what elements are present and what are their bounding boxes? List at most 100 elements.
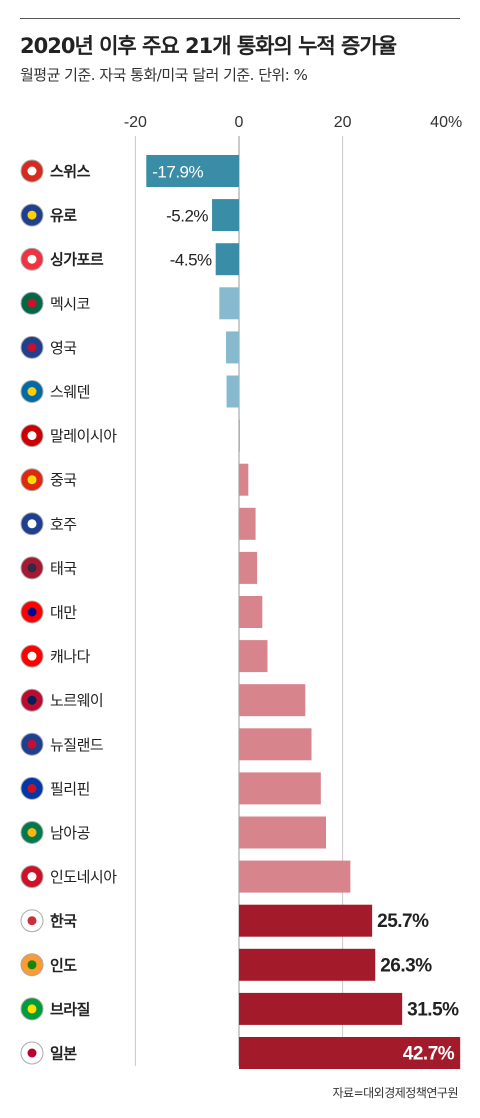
category-label: 중국 — [50, 471, 77, 489]
flag-emblem — [27, 960, 37, 970]
bar — [239, 684, 306, 717]
bar — [239, 772, 321, 805]
source-note: 자료=대외경제정책연구원 — [332, 1086, 459, 1100]
category-label: 한국 — [50, 912, 77, 930]
x-tick-label: -20 — [124, 114, 147, 131]
bar — [239, 816, 327, 849]
indonesia-flag-icon — [20, 865, 44, 889]
flag-emblem — [27, 342, 37, 352]
flag-emblem — [27, 828, 37, 837]
category-label: 뉴질랜드 — [50, 736, 104, 754]
flag-outline — [20, 512, 44, 536]
category-label: 유로 — [50, 207, 77, 225]
category-label: 스위스 — [50, 163, 91, 181]
flag-outline — [20, 600, 44, 624]
bar — [212, 199, 239, 232]
bar — [239, 728, 312, 761]
flag-outline — [20, 335, 44, 359]
bar — [239, 992, 403, 1025]
canada-flag-icon — [20, 644, 44, 668]
category-label: 호주 — [50, 515, 77, 533]
bar — [239, 948, 376, 981]
eu-flag-icon — [20, 203, 44, 227]
flag-outline — [20, 997, 44, 1021]
bar — [146, 155, 239, 187]
category-label: 멕시코 — [50, 295, 90, 313]
bar — [239, 419, 240, 452]
category-label: 캐나다 — [50, 648, 91, 666]
flag-emblem — [27, 387, 37, 396]
flag-outline — [20, 203, 44, 227]
bar — [215, 243, 239, 276]
china-flag-icon — [20, 468, 44, 492]
flag-emblem — [27, 166, 37, 176]
flag-emblem — [27, 1004, 37, 1014]
philippines-flag-icon — [20, 776, 44, 800]
bar — [239, 640, 268, 673]
bar — [239, 596, 263, 628]
flag-emblem — [27, 695, 37, 705]
bar — [219, 287, 239, 320]
category-label: 말레이시아 — [50, 427, 117, 445]
category-label: 대만 — [50, 604, 77, 622]
norway-flag-icon — [20, 688, 44, 712]
data-label: 26.3% — [380, 955, 432, 976]
southafrica-flag-icon — [20, 821, 44, 844]
sweden-flag-icon — [20, 380, 44, 403]
flag-outline — [20, 953, 44, 977]
data-label: 42.7% — [403, 1044, 455, 1065]
flag-outline — [20, 556, 44, 580]
category-label: 필리핀 — [50, 780, 90, 798]
x-tick-label: 40% — [430, 114, 462, 131]
flag-emblem — [27, 563, 37, 573]
thailand-flag-icon — [20, 556, 44, 580]
bar — [239, 551, 258, 584]
flag-emblem — [27, 519, 37, 529]
australia-flag-icon — [20, 512, 44, 536]
flag-emblem — [27, 431, 37, 441]
x-tick-label: 0 — [235, 114, 244, 131]
flag-outline — [20, 732, 44, 756]
category-label: 브라질 — [50, 1000, 90, 1018]
brazil-flag-icon — [20, 997, 44, 1021]
flag-outline — [20, 380, 44, 403]
malaysia-flag-icon — [20, 424, 44, 448]
category-label: 영국 — [50, 339, 77, 357]
switzerland-flag-icon — [20, 159, 44, 183]
india-flag-icon — [20, 953, 44, 977]
japan-flag-icon — [20, 1041, 44, 1065]
bar — [239, 1037, 461, 1069]
flag-emblem — [27, 475, 37, 485]
data-label: 25.7% — [377, 911, 429, 932]
flag-outline — [20, 424, 44, 448]
bar — [239, 904, 373, 937]
flag-outline — [20, 291, 44, 315]
data-label: 31.5% — [407, 999, 459, 1020]
flag-outline — [20, 688, 44, 712]
flag-outline — [20, 159, 44, 183]
flag-outline — [20, 247, 44, 271]
flag-outline — [20, 776, 44, 800]
flag-emblem — [27, 1048, 37, 1058]
flag-emblem — [27, 607, 37, 617]
flag-emblem — [27, 651, 37, 661]
flag-emblem — [27, 916, 37, 926]
data-label: -4.5% — [170, 251, 212, 270]
flag-outline — [20, 909, 44, 933]
top-rule — [20, 18, 460, 19]
category-label: 인도 — [50, 956, 77, 974]
bar — [226, 375, 239, 408]
category-label: 스웨덴 — [50, 383, 90, 401]
data-label: -17.9% — [152, 163, 203, 182]
bar — [226, 331, 239, 364]
flag-outline — [20, 865, 44, 889]
chart-subtitle: 월평균 기준. 자국 통화/미국 달러 기준. 단위: % — [20, 66, 308, 84]
bar — [239, 860, 351, 893]
singapore-flag-icon — [20, 247, 44, 271]
flag-outline — [20, 821, 44, 844]
flag-emblem — [27, 210, 37, 220]
flag-emblem — [27, 872, 37, 882]
flag-emblem — [27, 254, 37, 264]
flag-emblem — [27, 739, 37, 749]
korea-flag-icon — [20, 909, 44, 933]
